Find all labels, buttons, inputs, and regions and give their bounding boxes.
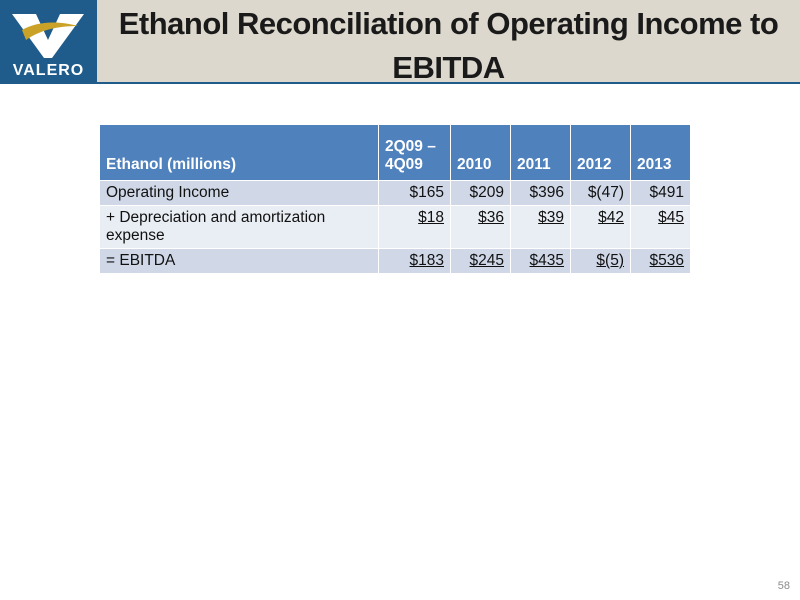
valero-v-icon: VALERO xyxy=(0,0,97,84)
table-header-row: Ethanol (millions) 2Q09 – 4Q09 2010 2011… xyxy=(99,124,691,181)
cell-value: $(47) xyxy=(570,180,631,206)
cell-value: $42 xyxy=(570,205,631,249)
header-2011: 2011 xyxy=(510,124,571,181)
header-2q09-4q09: 2Q09 – 4Q09 xyxy=(378,124,451,181)
cell-value-text: $536 xyxy=(649,252,684,269)
cell-value-text: $45 xyxy=(658,209,684,226)
cell-value: $45 xyxy=(630,205,691,249)
cell-value: $491 xyxy=(630,180,691,206)
cell-value: $435 xyxy=(510,248,571,274)
cell-value: $209 xyxy=(450,180,511,206)
cell-value: $36 xyxy=(450,205,511,249)
cell-value: $18 xyxy=(378,205,451,249)
table-row-depreciation: + Depreciation and amortization expense … xyxy=(99,205,691,249)
header-2012: 2012 xyxy=(570,124,631,181)
cell-value-text: $36 xyxy=(478,209,504,226)
cell-value-text: $18 xyxy=(418,209,444,226)
cell-value: $183 xyxy=(378,248,451,274)
cell-value: $39 xyxy=(510,205,571,249)
cell-value-text: $39 xyxy=(538,209,564,226)
cell-value-text: $42 xyxy=(598,209,624,226)
table-row-operating-income: Operating Income $165 $209 $396 $(47) $4… xyxy=(99,180,691,206)
slide-title: Ethanol Reconciliation of Operating Inco… xyxy=(118,6,779,85)
header-2010: 2010 xyxy=(450,124,511,181)
title-bar: Ethanol Reconciliation of Operating Inco… xyxy=(97,0,800,85)
ebitda-reconciliation-table: Ethanol (millions) 2Q09 – 4Q09 2010 2011… xyxy=(99,124,691,274)
cell-value: $(5) xyxy=(570,248,631,274)
header-ethanol-millions: Ethanol (millions) xyxy=(99,124,379,181)
cell-value-text: $183 xyxy=(409,252,444,269)
table-row-ebitda: = EBITDA $183 $245 $435 $(5) $536 xyxy=(99,248,691,274)
valero-logo: VALERO xyxy=(0,0,97,84)
cell-value-text: $245 xyxy=(469,252,504,269)
row-label: = EBITDA xyxy=(99,248,379,274)
cell-value-text: $435 xyxy=(529,252,564,269)
cell-value: $165 xyxy=(378,180,451,206)
row-label: + Depreciation and amortization expense xyxy=(99,205,379,249)
page-number: 58 xyxy=(777,580,790,592)
cell-value: $396 xyxy=(510,180,571,206)
svg-text:VALERO: VALERO xyxy=(13,62,84,79)
row-label: Operating Income xyxy=(99,180,379,206)
cell-value-text: $(5) xyxy=(596,252,624,269)
header-2013: 2013 xyxy=(630,124,691,181)
cell-value: $245 xyxy=(450,248,511,274)
cell-value: $536 xyxy=(630,248,691,274)
